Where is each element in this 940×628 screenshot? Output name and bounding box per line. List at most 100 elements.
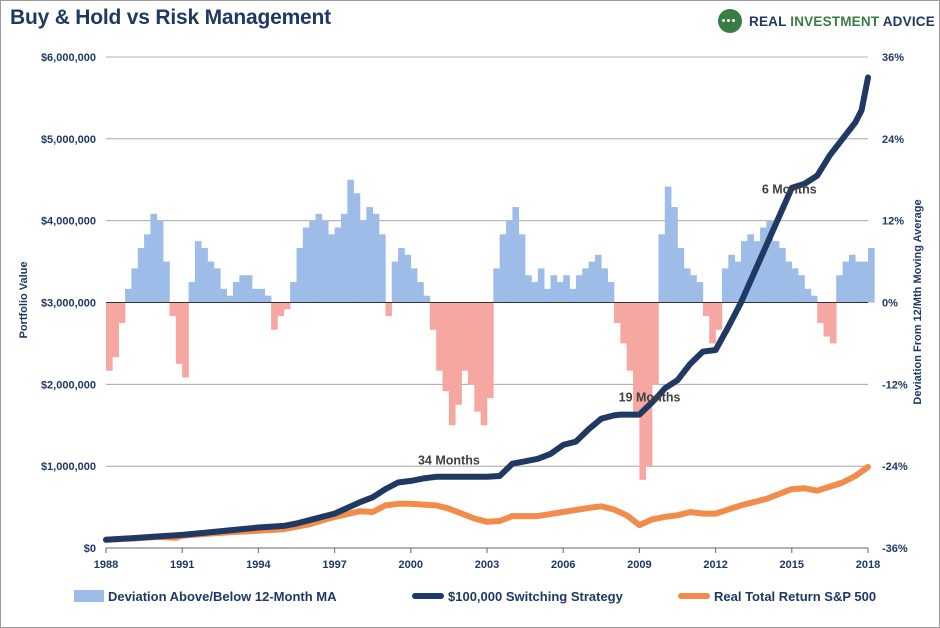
deviation-bar bbox=[721, 268, 729, 303]
y-tick-label: $6,000,000 bbox=[41, 52, 96, 64]
deviation-bar bbox=[556, 282, 564, 303]
deviation-bar bbox=[239, 275, 246, 303]
deviation-bar bbox=[620, 302, 627, 344]
deviation-bar bbox=[537, 268, 545, 303]
deviation-bar bbox=[671, 207, 678, 303]
deviation-bar bbox=[207, 261, 215, 303]
deviation-bar bbox=[588, 261, 596, 303]
legend-label-strategy: $100,000 Switching Strategy bbox=[448, 588, 623, 604]
y2-tick-label: 24% bbox=[882, 134, 904, 146]
legend-item-deviation: Deviation Above/Below 12-Month MA bbox=[74, 586, 336, 606]
deviation-bar bbox=[436, 302, 443, 371]
deviation-bar bbox=[112, 302, 119, 358]
y-tick-label: $0 bbox=[84, 543, 96, 555]
deviation-bar bbox=[531, 282, 539, 303]
deviation-bar bbox=[163, 261, 170, 303]
deviation-bar bbox=[334, 227, 342, 303]
deviation-bar bbox=[398, 247, 405, 303]
deviation-bar bbox=[480, 302, 488, 426]
brand-icon bbox=[718, 9, 742, 33]
annotation-label: 34 Months bbox=[418, 454, 480, 468]
sp500-line bbox=[103, 464, 871, 543]
deviation-bar bbox=[690, 275, 697, 303]
deviation-bar bbox=[766, 220, 774, 303]
deviation-bar bbox=[290, 282, 297, 303]
deviation-bar bbox=[175, 302, 183, 364]
y2-tick-label: 0% bbox=[882, 298, 898, 310]
deviation-bar bbox=[760, 227, 767, 303]
y-axis-label: Portfolio Value bbox=[18, 261, 30, 338]
brand-name: REAL INVESTMENT ADVICE bbox=[749, 13, 935, 29]
deviation-bar bbox=[645, 302, 653, 467]
deviation-bar bbox=[125, 288, 132, 303]
annotation-label: 6 Months bbox=[762, 183, 817, 197]
deviation-bar bbox=[309, 220, 316, 303]
deviation-bar bbox=[772, 241, 780, 303]
deviation-bar bbox=[321, 220, 329, 303]
legend-label-deviation: Deviation Above/Below 12-Month MA bbox=[108, 588, 337, 604]
deviation-bar bbox=[372, 213, 380, 303]
x-tick-label: 2009 bbox=[627, 559, 651, 571]
deviation-bar bbox=[201, 247, 208, 303]
deviation-bar bbox=[569, 288, 577, 303]
deviation-bar bbox=[182, 302, 189, 378]
y2-tick-label: -36% bbox=[882, 543, 908, 555]
deviation-bar bbox=[664, 186, 672, 303]
deviation-bar bbox=[150, 213, 158, 303]
deviation-bar bbox=[829, 302, 837, 344]
deviation-bar bbox=[696, 282, 704, 303]
x-tick-label: 2015 bbox=[780, 559, 804, 571]
deviation-bar bbox=[677, 247, 685, 303]
deviation-bar bbox=[563, 275, 570, 303]
deviation-bar bbox=[461, 302, 469, 371]
deviation-bar bbox=[512, 207, 520, 303]
deviation-bar bbox=[423, 295, 431, 303]
deviation-bar bbox=[728, 254, 735, 303]
deviation-bar bbox=[633, 302, 640, 412]
deviation-bar bbox=[455, 302, 462, 405]
deviation-bar bbox=[169, 302, 177, 317]
deviation-bar bbox=[785, 261, 793, 303]
y2-tick-label: 36% bbox=[882, 52, 904, 64]
deviation-bar bbox=[296, 247, 304, 303]
x-tick-label: 1988 bbox=[94, 559, 118, 571]
deviation-bar bbox=[156, 220, 164, 303]
deviation-bar bbox=[131, 268, 139, 303]
legend-item-strategy: $100,000 Switching Strategy bbox=[412, 586, 623, 606]
deviation-bar bbox=[798, 275, 805, 303]
deviation-bar bbox=[264, 295, 272, 303]
deviation-bar bbox=[525, 275, 532, 303]
deviation-bar bbox=[144, 234, 151, 303]
deviation-bar bbox=[518, 234, 526, 303]
deviation-bar bbox=[702, 302, 710, 317]
legend-swatch-sp500 bbox=[678, 593, 710, 599]
deviation-bar bbox=[741, 241, 748, 303]
deviation-bar bbox=[734, 261, 742, 303]
deviation-bar bbox=[252, 288, 259, 303]
deviation-bar bbox=[601, 268, 608, 303]
x-tick-label: 2018 bbox=[856, 559, 880, 571]
deviation-bar bbox=[614, 302, 621, 323]
deviation-bar bbox=[607, 282, 615, 303]
y2-tick-label: -24% bbox=[882, 461, 908, 473]
x-tick-label: 1997 bbox=[322, 559, 346, 571]
y-tick-label: $1,000,000 bbox=[41, 461, 96, 473]
deviation-bar bbox=[652, 302, 659, 385]
y-tick-label: $2,000,000 bbox=[41, 379, 96, 391]
deviation-bar bbox=[385, 302, 393, 317]
deviation-bar bbox=[391, 261, 399, 303]
deviation-bar bbox=[836, 275, 843, 303]
legend-item-sp500: Real Total Return S&P 500 bbox=[678, 586, 876, 606]
deviation-bar bbox=[487, 302, 494, 398]
deviation-bar bbox=[626, 302, 634, 371]
deviation-bar bbox=[277, 302, 285, 317]
y-tick-label: $3,000,000 bbox=[41, 298, 96, 310]
deviation-bar bbox=[220, 288, 227, 303]
x-tick-label: 2000 bbox=[399, 559, 423, 571]
deviation-bar bbox=[493, 268, 500, 303]
deviation-bar bbox=[283, 302, 291, 310]
deviation-bar bbox=[810, 295, 818, 303]
deviation-bar bbox=[245, 275, 253, 303]
deviation-bar bbox=[823, 302, 831, 337]
deviation-bar bbox=[594, 254, 602, 303]
